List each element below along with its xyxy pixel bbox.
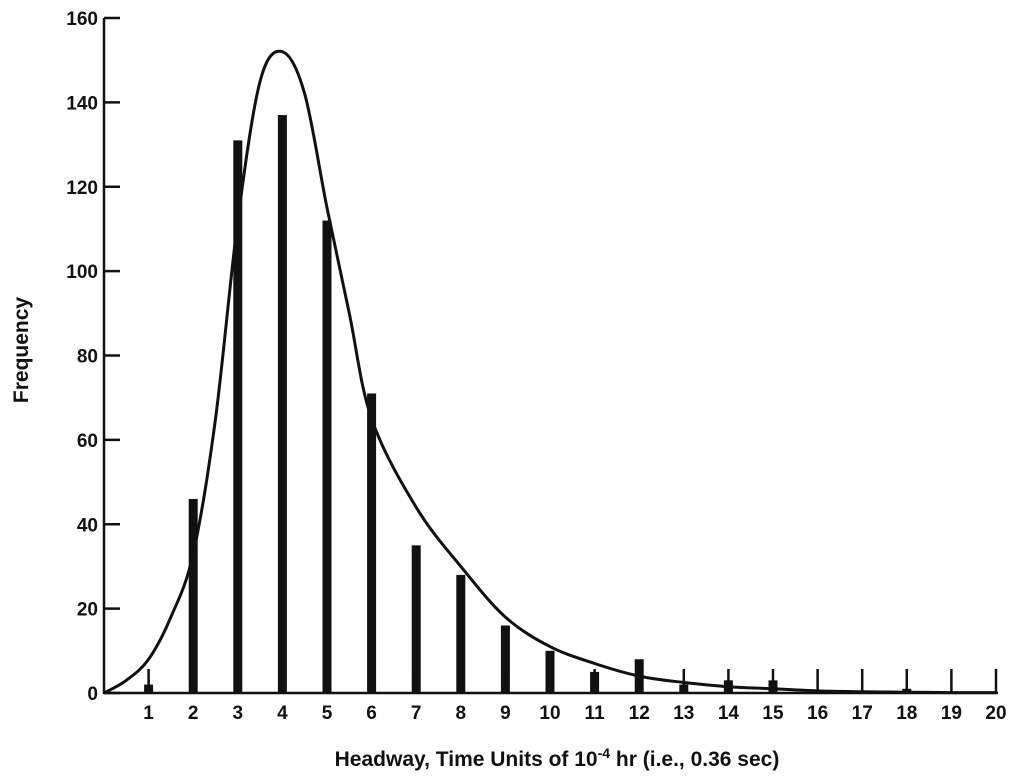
y-tick-label: 20 [77,600,98,621]
x-tick-label: 18 [896,703,917,724]
y-axis-title: Frequency [10,297,33,404]
x-tick-label: 19 [941,703,962,724]
y-tick-label: 80 [77,347,98,368]
fitted-curve-line [103,49,996,695]
y-tick-label: 0 [87,684,98,705]
y-tick-label: 140 [66,93,98,114]
y-tick-label: 100 [66,262,98,283]
bar [411,545,421,693]
x-tick-label: 16 [807,703,828,724]
x-tick-label: 6 [366,703,377,724]
x-tick-label: 15 [762,703,784,724]
x-tick-label: 7 [411,703,422,724]
x-axis-title-prefix: Headway, Time Units of 10 [335,748,598,771]
bars [144,115,912,693]
y-tick-label: 60 [77,431,98,452]
x-tick-label: 3 [233,703,244,724]
bar [277,115,287,693]
x-tick-label: 5 [322,703,333,724]
x-tick-label: 17 [852,703,873,724]
x-tick-label: 12 [629,703,650,724]
x-tick-label: 2 [188,703,199,724]
bar [322,220,332,693]
x-tick-label: 9 [500,703,511,724]
bar [188,498,198,693]
x-tick-label: 4 [277,703,288,724]
x-tick-label: 1 [143,703,154,724]
x-tick-label: 10 [539,703,560,724]
bar [233,140,243,693]
fitted-curve-group [103,49,996,695]
x-tick-label: 20 [985,703,1006,724]
bar [367,393,377,693]
x-axis-title: Headway, Time Units of 10-4 hr (i.e., 0.… [335,745,780,771]
bar [456,574,466,693]
x-axis-title-suffix: hr (i.e., 0.36 sec) [610,748,779,771]
x-tick-label: 11 [585,703,606,724]
y-tick-label: 120 [66,178,98,199]
y-tick-label: 160 [66,9,98,30]
x-tick-label: 14 [718,703,740,724]
x-tick-label: 8 [456,703,467,724]
bar [500,625,510,693]
x-tick-label: 13 [673,703,694,724]
x-axis-title-exponent: -4 [598,745,611,761]
y-tick-label: 40 [77,515,98,536]
